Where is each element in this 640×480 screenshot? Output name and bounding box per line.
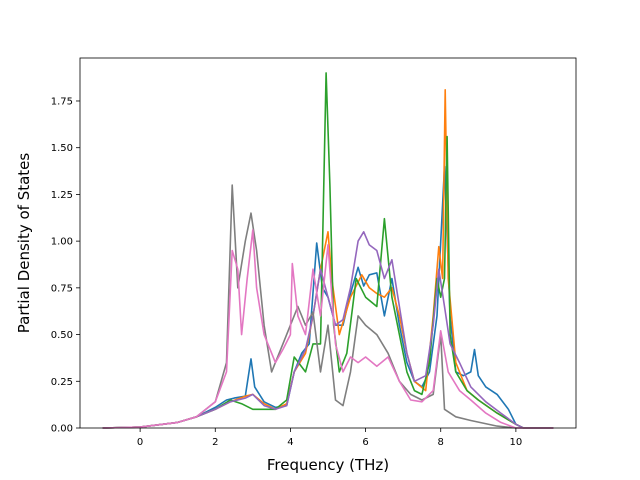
- x-tick-label: 8: [438, 437, 444, 448]
- y-axis-title: Partial Density of States: [15, 153, 33, 334]
- y-tick-label: 0.00: [51, 424, 73, 435]
- series-line-2: [102, 89, 554, 429]
- y-tick-label: 1.75: [51, 96, 73, 107]
- x-tick-label: 0: [137, 437, 143, 448]
- y-tick-label: 0.25: [51, 377, 73, 388]
- y-tick-label: 1.50: [51, 143, 73, 154]
- y-tick-label: 1.00: [51, 237, 73, 248]
- x-tick-label: 4: [287, 437, 293, 448]
- y-axis: 0.00 0.25 0.50 0.75 1.00 1.25 1.50 1.75: [51, 96, 80, 435]
- x-tick-label: 6: [362, 437, 368, 448]
- x-axis-title: Frequency (THz): [267, 456, 389, 474]
- y-tick-label: 0.50: [51, 330, 73, 341]
- series-layer: [102, 72, 554, 429]
- series-line-6: [102, 229, 554, 429]
- x-axis: 0 2 4 6 8 10: [137, 428, 522, 448]
- x-tick-label: 2: [212, 437, 218, 448]
- x-tick-label: 10: [510, 437, 523, 448]
- y-tick-label: 0.75: [51, 283, 73, 294]
- series-line-4: [102, 231, 554, 429]
- series-line-3: [102, 72, 554, 429]
- y-tick-label: 1.25: [51, 190, 73, 201]
- plot-frame: [79, 57, 577, 429]
- series-line-1: [102, 165, 554, 429]
